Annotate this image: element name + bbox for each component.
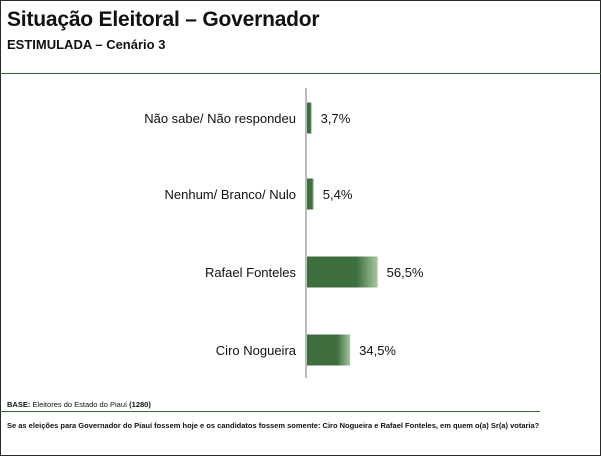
value-label-2: 56,5% (387, 265, 424, 280)
survey-question: Se as eleições para Governador do Piauí … (7, 421, 540, 430)
category-label-1: Nenhum/ Branco/ Nulo (164, 187, 296, 202)
value-label-3: 34,5% (359, 343, 396, 358)
bar-0 (307, 102, 312, 134)
bottom-divider (0, 411, 540, 412)
value-label-0: 3,7% (321, 111, 351, 126)
base-label: BASE: (7, 400, 31, 409)
base-text: Eleitores do Estado do Piauí (30, 400, 130, 409)
base-note: BASE: Eleitores do Estado do Piauí (1280… (7, 400, 151, 409)
base-count: (1280) (129, 400, 151, 409)
page-subtitle: ESTIMULADA – Cenário 3 (7, 37, 166, 52)
bar-3 (307, 334, 351, 366)
bar-1 (307, 178, 314, 210)
bar-2 (307, 256, 378, 288)
page-title: Situação Eleitoral – Governador (7, 8, 320, 31)
bar-chart: Não sabe/ Não respondeu 3,7% Nenhum/ Branc… (144, 88, 424, 378)
value-label-1: 5,4% (323, 187, 353, 202)
category-label-3: Ciro Nogueira (216, 343, 297, 358)
top-divider (0, 73, 601, 74)
category-label-0: Não sabe/ Não respondeu (144, 111, 296, 126)
category-label-2: Rafael Fonteles (205, 265, 297, 280)
